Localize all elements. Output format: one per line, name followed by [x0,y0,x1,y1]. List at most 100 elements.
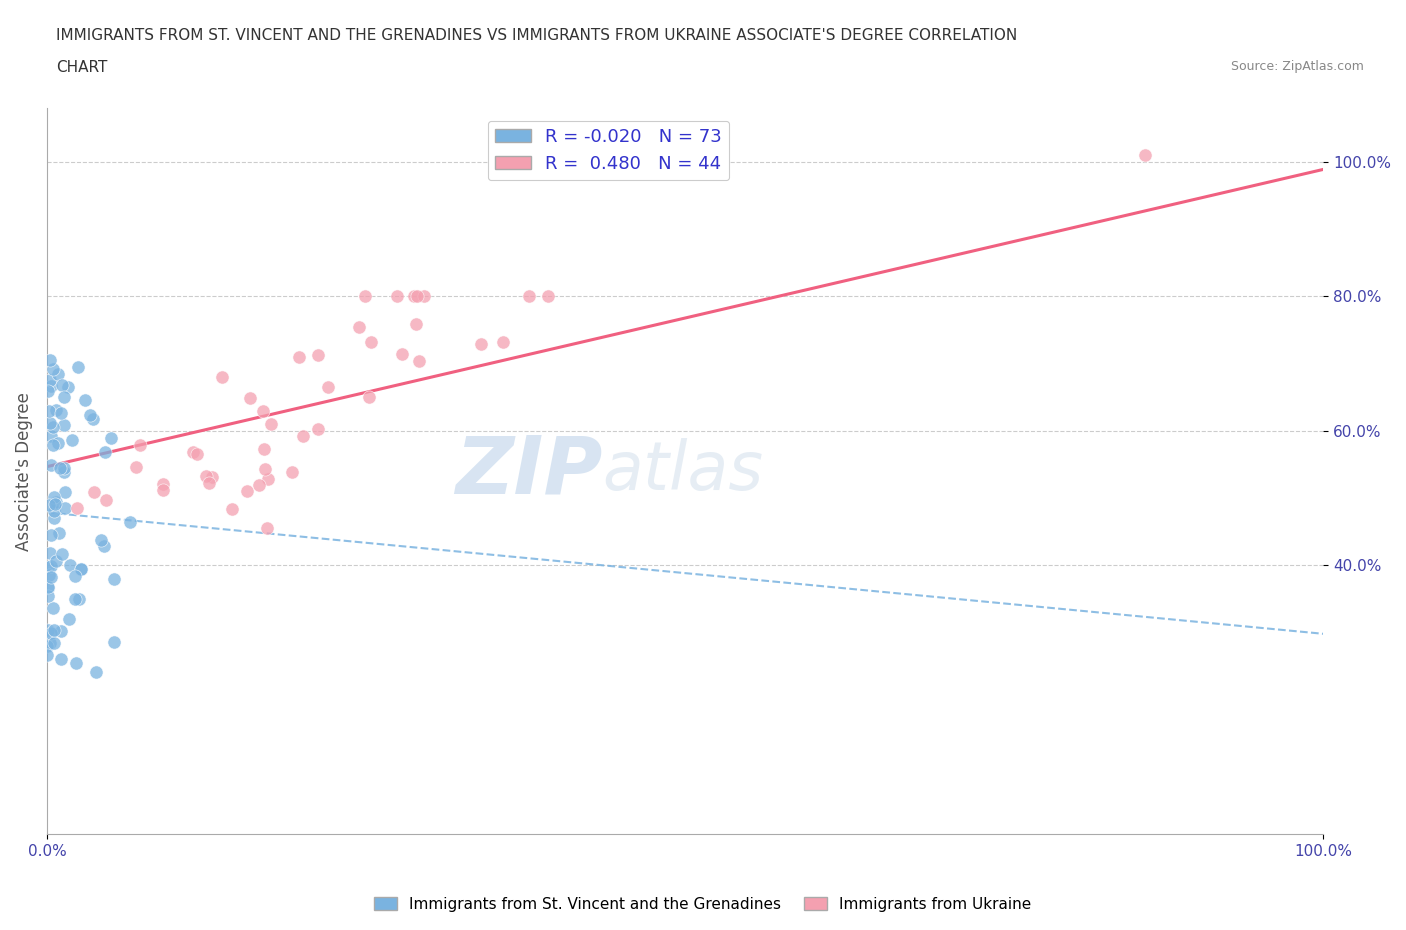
Point [63,568,86,583]
Point [37,622,59,637]
Point [38,498,60,512]
Point [53,501,76,516]
Point [53,418,76,432]
Point [75,392,97,407]
Point [492,335,515,350]
Legend: Immigrants from St. Vincent and the Grenadines, Immigrants from Ukraine: Immigrants from St. Vincent and the Gren… [368,890,1038,918]
Point [37,383,59,398]
Point [236,484,259,498]
Point [198,475,221,490]
Point [37,639,59,654]
Point [41,429,63,444]
Point [70,562,93,577]
Point [360,335,382,350]
Point [48,525,70,540]
Text: Source: ZipAtlas.com: Source: ZipAtlas.com [1230,60,1364,73]
Point [42,438,65,453]
Point [201,470,224,485]
Point [39,546,62,561]
Point [405,289,427,304]
Point [247,477,270,492]
Point [59,558,82,573]
Point [46,366,69,381]
Point [195,468,218,483]
Point [44,497,66,512]
Point [49,460,72,475]
Point [39,569,62,584]
Point [65,656,87,671]
Point [211,369,233,384]
Point [94,493,117,508]
Point [67,591,90,606]
Legend: R = -0.020   N = 73, R =  0.480   N = 44: R = -0.020 N = 73, R = 0.480 N = 44 [488,121,730,180]
Point [53,485,76,499]
Point [39,373,62,388]
Point [45,495,67,510]
Point [318,379,340,394]
Point [354,289,377,304]
Point [38,352,60,367]
Text: atlas: atlas [602,438,763,504]
Point [152,476,174,491]
Point [405,316,427,331]
Point [257,472,280,486]
Point [536,289,558,304]
Point [39,559,62,574]
Point [292,429,315,444]
Point [38,416,60,431]
Point [470,337,492,352]
Point [118,515,141,530]
Point [103,571,125,586]
Point [39,636,62,651]
Text: ZIP: ZIP [454,432,602,511]
Point [385,289,408,304]
Point [260,417,283,432]
Point [221,501,243,516]
Point [44,622,66,637]
Point [39,379,62,394]
Point [79,407,101,422]
Point [186,446,208,461]
Point [37,579,59,594]
Point [35,647,58,662]
Point [37,560,59,575]
Point [51,378,73,392]
Point [60,432,83,447]
Point [65,591,87,606]
Point [69,562,91,577]
Point [37,589,59,604]
Point [181,445,204,459]
Point [49,651,72,666]
Point [253,442,276,457]
Point [82,412,104,427]
Point [253,461,276,476]
Point [93,445,115,459]
Point [152,482,174,497]
Point [252,404,274,418]
Text: IMMIGRANTS FROM ST. VINCENT AND THE GRENADINES VS IMMIGRANTS FROM UKRAINE ASSOCI: IMMIGRANTS FROM ST. VINCENT AND THE GREN… [56,28,1018,43]
Point [93,538,115,553]
Point [256,521,278,536]
Point [53,465,76,480]
Point [41,601,63,616]
Point [42,362,65,377]
Point [46,435,69,450]
Point [84,664,107,679]
Text: CHART: CHART [56,60,108,75]
Point [37,580,59,595]
Point [307,422,329,437]
Point [56,380,79,395]
Point [39,527,62,542]
Point [1133,148,1156,163]
Point [42,511,65,525]
Point [39,626,62,641]
Point [103,634,125,649]
Point [408,354,430,369]
Point [45,403,67,418]
Point [45,553,67,568]
Point [53,460,76,475]
Point [307,348,329,363]
Point [347,320,370,335]
Point [100,431,122,445]
Point [42,489,65,504]
